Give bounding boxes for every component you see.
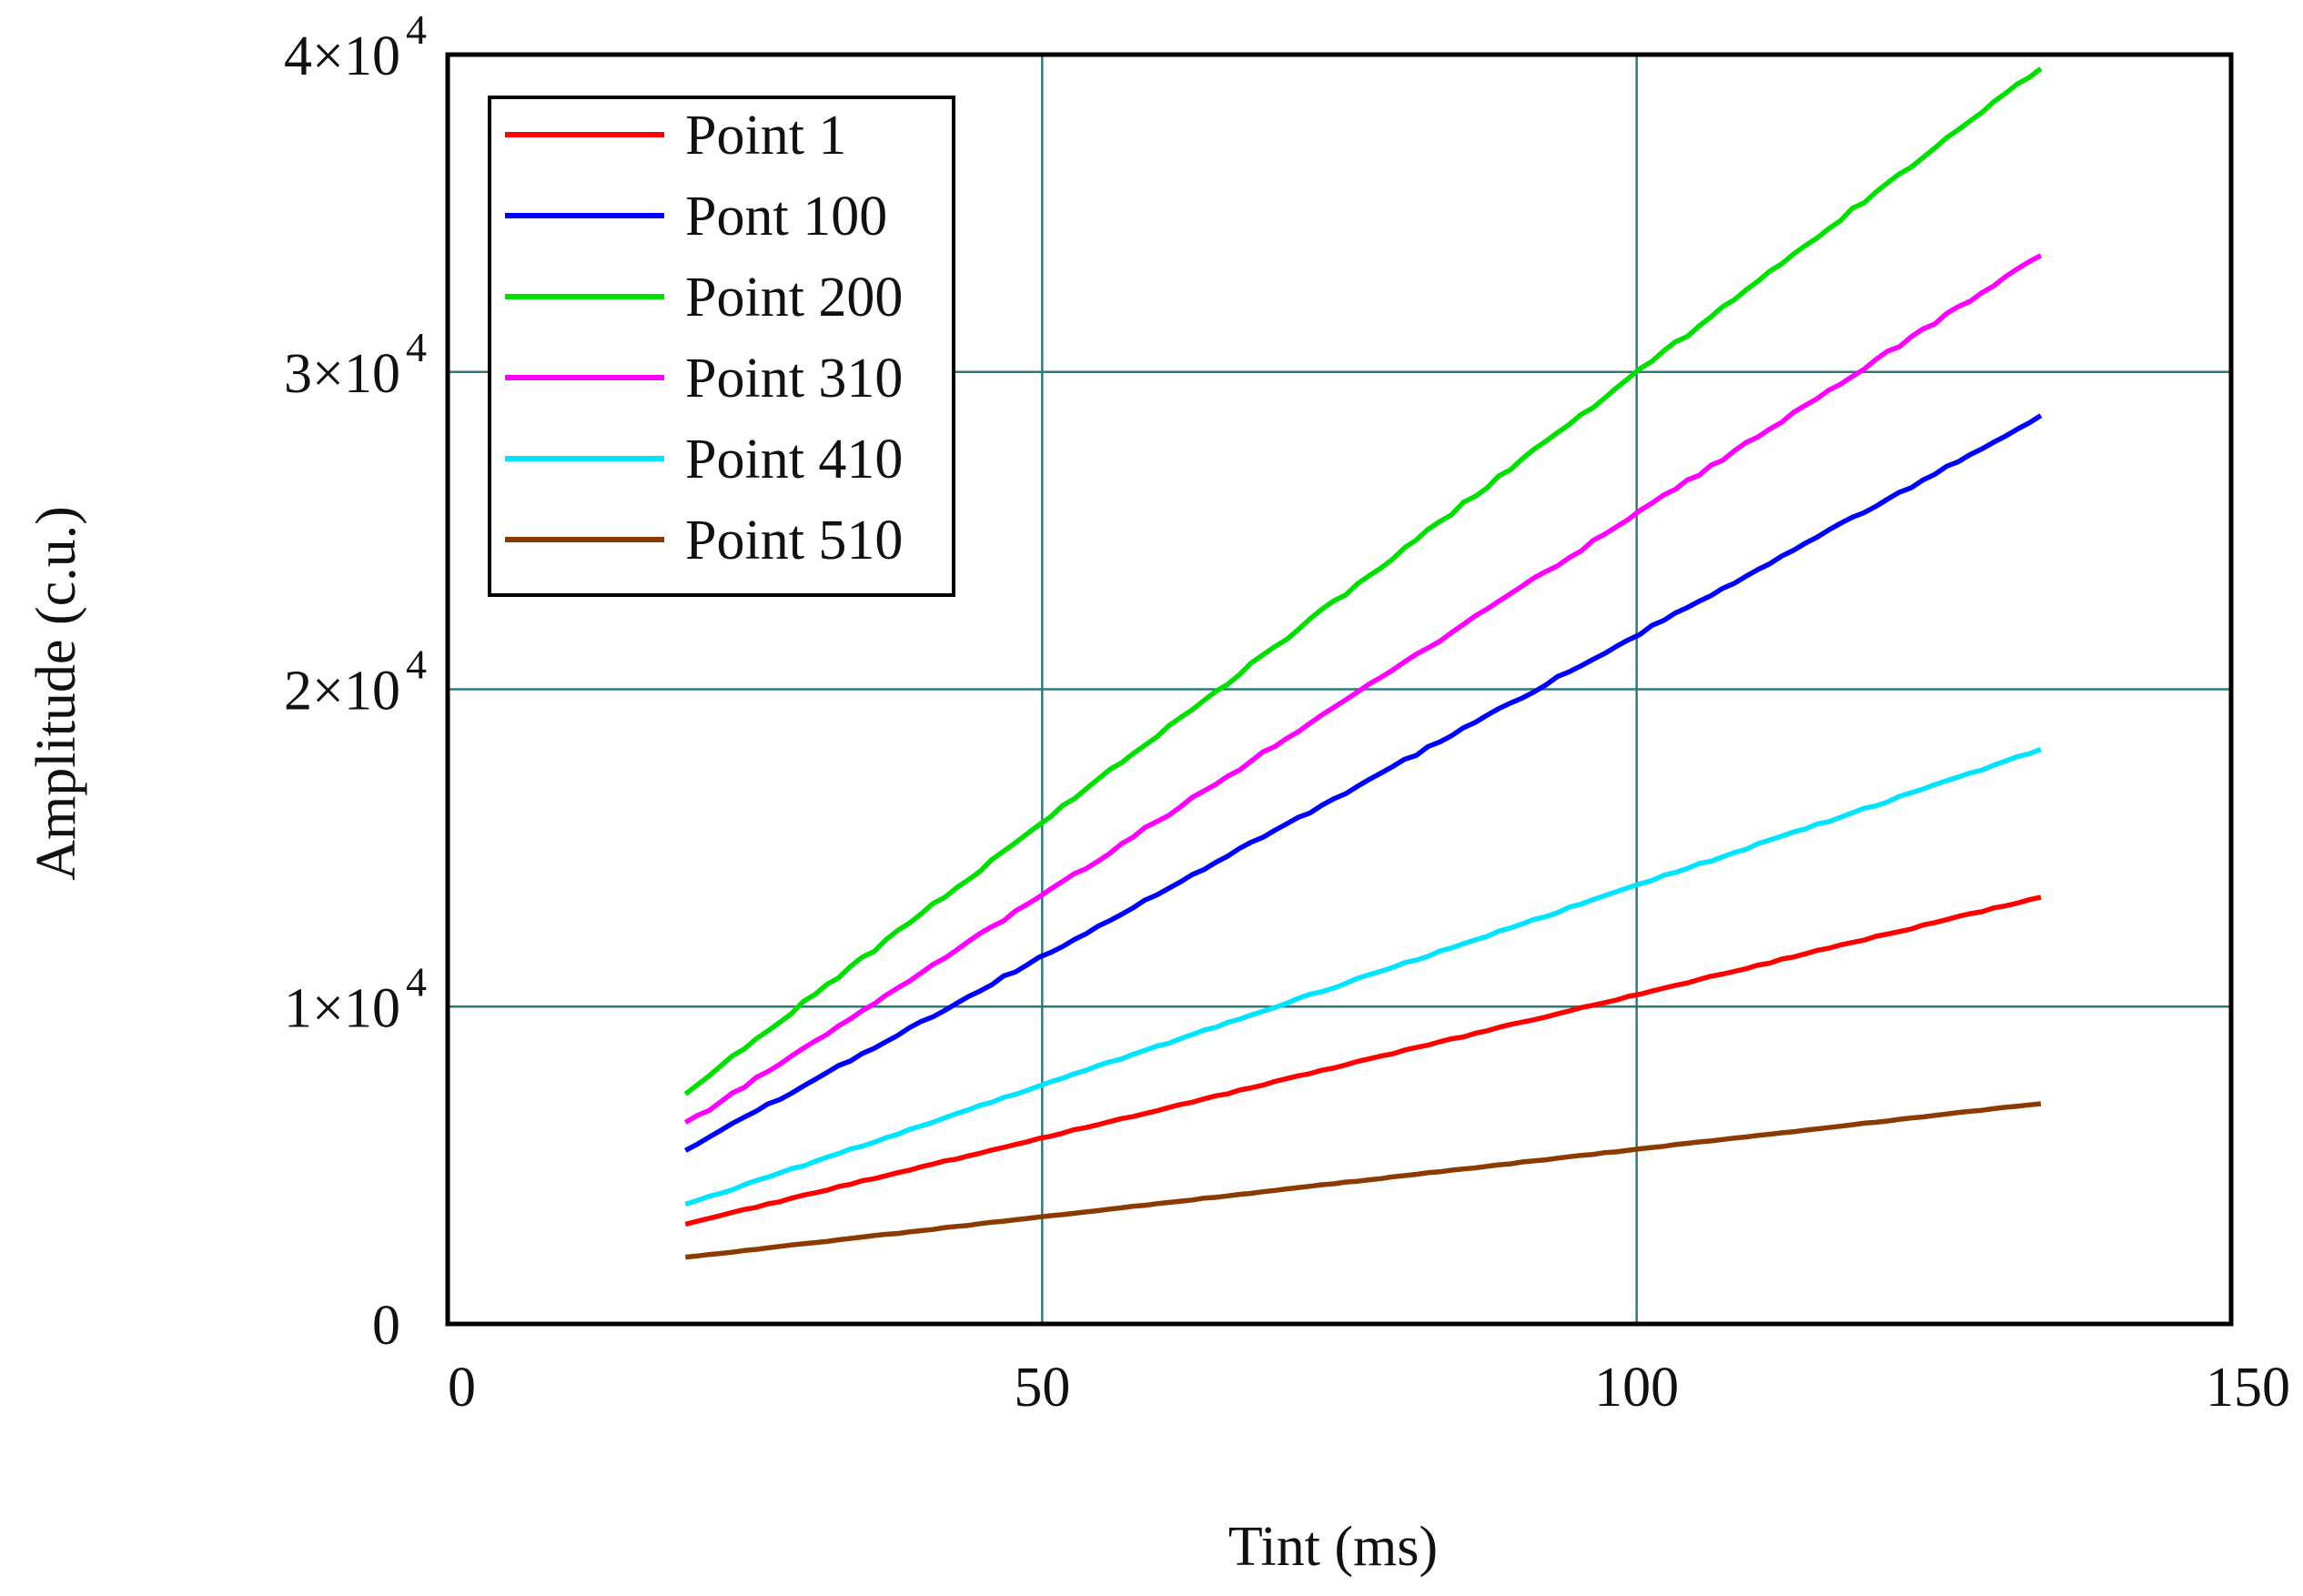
series-lines: [683, 66, 2043, 1260]
y-tick-label: 2×10: [284, 661, 400, 722]
legend-label: Point 200: [685, 267, 903, 328]
series-line: [685, 1101, 2042, 1260]
legend: Point 1 Pont 100 Point 200 Point 310 Point 4…: [488, 96, 955, 597]
y-tick-label: 4×10: [284, 25, 400, 87]
x-tick-label: 100: [1594, 1357, 1679, 1419]
x-tick-label: 50: [1014, 1357, 1070, 1419]
legend-label: Point 410: [685, 429, 903, 490]
y-tick-exponent: 4: [406, 324, 427, 370]
legend-label: Point 510: [685, 510, 903, 571]
series-line: [684, 746, 2042, 1207]
series-line: [683, 66, 2043, 1096]
y-tick-label: 3×10: [284, 343, 400, 405]
y-tick-label: 0: [372, 1295, 400, 1357]
series-line: [684, 894, 2042, 1227]
x-tick-label: 150: [2206, 1357, 2290, 1419]
legend-label: Point 1: [685, 105, 846, 167]
y-tick-exponent: 4: [406, 641, 427, 688]
x-axis-title: Tint (ms): [1228, 1516, 1438, 1578]
series-line: [683, 253, 2043, 1125]
x-tick-label: 0: [448, 1357, 476, 1419]
y-axis-title: Amplitude (c.u.): [25, 506, 87, 881]
y-tick-exponent: 4: [406, 6, 427, 53]
plot-frame: [445, 52, 2234, 1327]
y-tick-exponent: 4: [406, 958, 427, 1005]
series-line: [684, 413, 2043, 1153]
legend-box: [488, 96, 955, 597]
y-tick-label: 1×10: [284, 977, 400, 1039]
legend-label: Point 310: [685, 348, 903, 409]
legend-label: Pont 100: [685, 186, 887, 247]
